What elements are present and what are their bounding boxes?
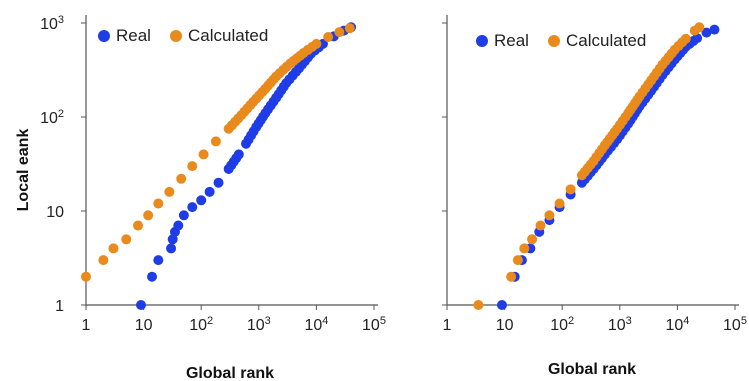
- data-point: [600, 140, 610, 150]
- legend-label: Real: [116, 26, 151, 45]
- y-tick-label: 102: [40, 108, 64, 127]
- legend-label: Calculated: [566, 31, 646, 50]
- data-point: [612, 124, 622, 134]
- data-point: [544, 210, 554, 220]
- data-point: [196, 195, 206, 205]
- legend-marker: [170, 30, 182, 42]
- x-tick-label: 1: [82, 317, 91, 334]
- data-point: [535, 221, 545, 231]
- data-point: [133, 221, 143, 231]
- data-point: [709, 25, 719, 35]
- x-tick-label: 10: [496, 317, 514, 334]
- data-point: [251, 122, 261, 132]
- legend: Real Calculated: [476, 31, 646, 50]
- x-axis-title: Global rank: [548, 361, 636, 378]
- x-tick-label: 1: [443, 317, 452, 334]
- data-point: [694, 22, 704, 32]
- x-tick-label: 104: [665, 315, 689, 334]
- data-point: [527, 234, 537, 244]
- data-point: [635, 92, 645, 102]
- x-tick-label: 105: [362, 315, 386, 334]
- data-point: [271, 93, 281, 103]
- data-point: [199, 149, 209, 159]
- panel-right: Global rank 1 10 102 103 104 105 Real Calculate…: [442, 15, 747, 378]
- legend-marker: [548, 35, 560, 47]
- data-point: [670, 45, 680, 55]
- x-tick-label: 102: [189, 315, 213, 334]
- data-point: [473, 300, 483, 310]
- data-point: [143, 210, 153, 220]
- data-point: [285, 59, 295, 69]
- data-point: [173, 221, 183, 231]
- data-point: [81, 272, 91, 282]
- data-point: [506, 272, 516, 282]
- data-point: [646, 75, 656, 85]
- data-point: [166, 243, 176, 253]
- data-point: [211, 136, 221, 146]
- data-point: [147, 272, 157, 282]
- data-point: [299, 48, 309, 58]
- data-point: [164, 187, 174, 197]
- data-point: [153, 255, 163, 265]
- data-point: [224, 124, 234, 134]
- legend-label: Calculated: [188, 26, 268, 45]
- data-point: [153, 199, 163, 209]
- data-point: [98, 255, 108, 265]
- data-point: [271, 71, 281, 81]
- data-point: [281, 78, 291, 88]
- data-point: [519, 243, 529, 253]
- data-point: [513, 255, 523, 265]
- data-point: [311, 39, 321, 49]
- data-point: [566, 184, 576, 194]
- x-tick-label: 104: [304, 315, 328, 334]
- data-point: [681, 34, 691, 44]
- data-point: [623, 108, 633, 118]
- series-real: [497, 25, 719, 310]
- x-tick-label: 105: [723, 315, 747, 334]
- data-point: [214, 178, 224, 188]
- data-point: [334, 27, 344, 37]
- data-point: [260, 108, 270, 118]
- data-point: [234, 149, 244, 159]
- data-point: [187, 202, 197, 212]
- panel-left: Local eank Global rank 1 10 102 103 104 105 1 1…: [15, 14, 386, 381]
- x-tick-label: 10: [135, 317, 153, 334]
- data-point: [260, 84, 270, 94]
- y-tick-label: 103: [40, 14, 64, 33]
- y-axis-title: Local eank: [15, 129, 32, 212]
- data-point: [179, 210, 189, 220]
- data-point: [555, 199, 565, 209]
- data-point: [577, 170, 587, 180]
- data-point: [108, 243, 118, 253]
- data-point: [136, 300, 146, 310]
- y-tick-label: 1: [55, 298, 64, 315]
- series-calculated: [81, 23, 355, 281]
- x-tick-label: 102: [550, 315, 574, 334]
- data-point: [248, 97, 258, 107]
- data-point: [236, 110, 246, 120]
- data-point: [241, 139, 251, 149]
- x-tick-label: 103: [608, 315, 632, 334]
- x-tick-label: 103: [247, 315, 271, 334]
- data-point: [224, 164, 234, 174]
- data-point: [657, 60, 667, 70]
- data-point: [176, 174, 186, 184]
- legend-marker: [476, 35, 488, 47]
- x-axis-title: Global rank: [186, 365, 274, 381]
- data-point: [121, 234, 131, 244]
- data-point: [187, 161, 197, 171]
- series-real: [136, 22, 356, 310]
- legend: Real Calculated: [98, 26, 268, 45]
- data-point: [497, 300, 507, 310]
- data-point: [345, 23, 355, 33]
- legend-label: Real: [494, 31, 529, 50]
- data-point: [323, 32, 333, 42]
- data-point: [205, 187, 215, 197]
- legend-marker: [98, 30, 110, 42]
- y-tick-label: 10: [46, 204, 64, 221]
- data-point: [589, 156, 599, 166]
